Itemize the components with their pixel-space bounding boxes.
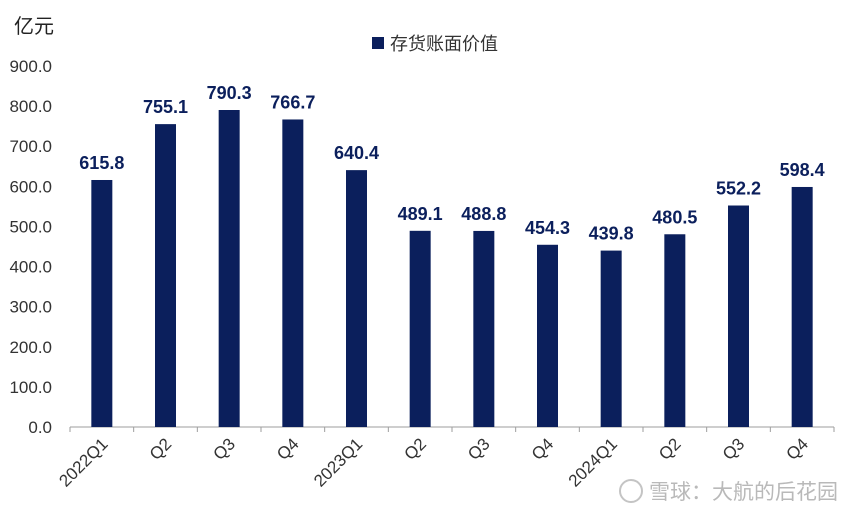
data-label: 480.5 <box>652 207 697 227</box>
y-tick-label: 300.0 <box>9 298 52 317</box>
x-tick-label: Q2 <box>146 434 175 463</box>
y-tick-label: 800.0 <box>9 97 52 116</box>
bar <box>218 110 240 427</box>
y-tick-label: 0.0 <box>28 418 52 437</box>
bar <box>91 179 113 427</box>
data-label: 755.1 <box>143 97 188 117</box>
x-tick-label: 2023Q1 <box>310 434 366 490</box>
bar <box>473 230 495 427</box>
data-label: 640.4 <box>334 143 379 163</box>
y-tick-label: 400.0 <box>9 258 52 277</box>
legend-swatch <box>372 37 384 49</box>
x-tick-label: Q3 <box>464 434 493 463</box>
data-label: 552.2 <box>716 179 761 199</box>
x-tick-label: Q3 <box>210 434 239 463</box>
x-tick-label: 2024Q1 <box>565 434 621 490</box>
data-label: 790.3 <box>207 83 252 103</box>
data-label: 489.1 <box>398 204 443 224</box>
bar <box>346 170 367 427</box>
x-tick-label: Q4 <box>783 434 812 463</box>
legend-label: 存货账面价值 <box>390 34 498 55</box>
data-label: 598.4 <box>780 160 825 180</box>
legend: 存货账面价值 <box>372 30 498 56</box>
y-tick-label: 200.0 <box>9 338 52 357</box>
bar <box>409 230 431 427</box>
snowball-logo-icon <box>619 479 643 503</box>
data-label: 439.8 <box>589 224 634 244</box>
x-tick-label: Q2 <box>401 434 430 463</box>
y-tick-label: 500.0 <box>9 217 52 236</box>
bar <box>664 234 686 427</box>
x-tick-label: Q4 <box>273 434 302 463</box>
y-tick-label: 900.0 <box>9 57 52 76</box>
bar <box>728 205 749 427</box>
y-axis-unit-label: 亿元 <box>14 14 54 38</box>
y-tick-label: 600.0 <box>9 177 52 196</box>
y-tick-label: 700.0 <box>9 137 52 156</box>
bar <box>537 244 558 427</box>
data-label: 488.8 <box>461 204 506 224</box>
watermark: 雪球：大航的后花园 <box>619 476 838 506</box>
x-tick-label: Q2 <box>655 434 684 463</box>
x-tick-label: 2022Q1 <box>55 434 111 490</box>
x-tick-label: Q4 <box>528 434 557 463</box>
bar <box>791 186 813 427</box>
x-tick-label: Q3 <box>719 434 748 463</box>
y-tick-label: 100.0 <box>9 378 52 397</box>
bar <box>155 124 176 427</box>
bar <box>282 119 304 427</box>
watermark-text: 雪球：大航的后花园 <box>649 480 838 504</box>
data-label: 454.3 <box>525 218 570 238</box>
data-label: 615.8 <box>79 153 124 173</box>
data-label: 766.7 <box>270 92 315 112</box>
bar <box>600 250 622 427</box>
